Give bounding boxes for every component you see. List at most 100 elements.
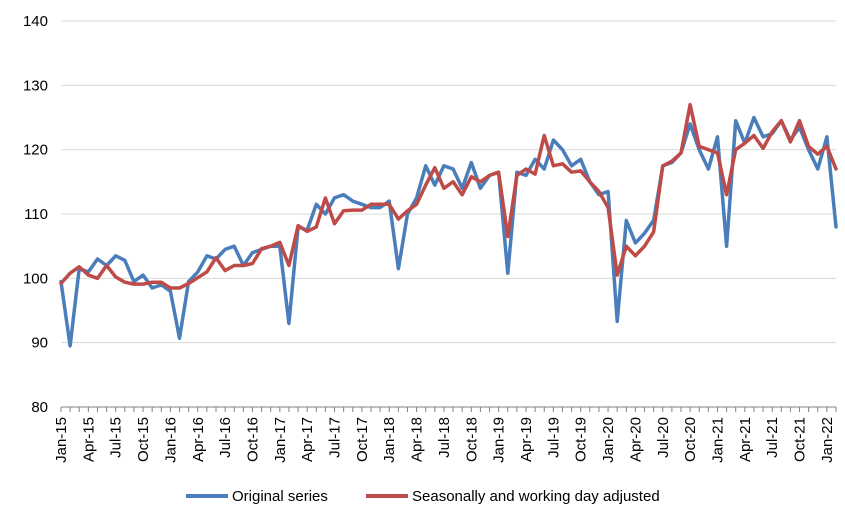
x-axis-ticks: Jan-15 Apr-15 Jul-15 Oct-15 Jan-16 Apr-16 Jul-… (53, 417, 836, 463)
data-point (634, 254, 637, 257)
data-point (707, 148, 710, 151)
x-tick-label: Jan-18 (381, 417, 398, 463)
data-point (470, 161, 473, 164)
data-point (196, 276, 199, 279)
data-point (771, 130, 774, 133)
x-tick-label: Jul-16 (217, 417, 234, 458)
data-point (452, 168, 455, 171)
data-point (306, 230, 309, 233)
x-tick-label: Oct-17 (354, 417, 371, 462)
legend-item: Original series (186, 488, 328, 505)
x-tick-label: Jan-17 (272, 417, 289, 463)
data-point (87, 274, 90, 277)
data-point (297, 224, 300, 227)
series-line (59, 115, 838, 348)
data-point (698, 145, 701, 148)
data-point (525, 174, 528, 177)
data-point (324, 196, 327, 199)
legend-item: Seasonally and working day adjusted (366, 488, 660, 505)
x-tick-label: Apr-19 (518, 417, 535, 462)
data-point (287, 264, 290, 267)
data-point (69, 344, 72, 347)
x-tick-label: Jan-20 (600, 417, 617, 463)
data-point (142, 283, 145, 286)
data-point (835, 168, 838, 171)
data-point (479, 180, 482, 183)
x-tick-label: Apr-15 (80, 417, 97, 462)
data-point (151, 287, 154, 290)
data-point (515, 174, 518, 177)
data-point (406, 209, 409, 212)
data-point (224, 248, 227, 251)
legend-label: Original series (232, 488, 328, 505)
x-tick-label: Apr-20 (627, 417, 644, 462)
data-point (415, 203, 418, 206)
data-point (625, 245, 628, 248)
data-point (570, 164, 573, 167)
data-point (287, 322, 290, 325)
data-point (607, 206, 610, 209)
y-axis-ticks: 80 90 100 110 120 130 140 (23, 13, 48, 416)
data-point (114, 276, 117, 279)
x-tick-label: Oct-21 (792, 417, 809, 462)
data-point (370, 203, 373, 206)
x-tick-label: Jul-15 (108, 417, 125, 458)
data-point (442, 187, 445, 190)
data-point (96, 258, 99, 261)
data-point (825, 145, 828, 148)
data-point (442, 164, 445, 167)
data-point (579, 158, 582, 161)
data-point (60, 282, 63, 285)
data-point (734, 148, 737, 151)
data-point (233, 264, 236, 267)
data-point (752, 116, 755, 119)
data-point (734, 119, 737, 122)
data-point (251, 251, 254, 254)
data-point (652, 231, 655, 234)
data-point (260, 247, 263, 250)
data-point (616, 320, 619, 323)
data-point (752, 134, 755, 137)
data-point (178, 337, 181, 340)
data-point (716, 135, 719, 138)
x-tick-label: Jul-20 (655, 417, 672, 458)
data-point (479, 187, 482, 190)
data-point (424, 164, 427, 167)
data-point (762, 135, 765, 138)
data-point (579, 169, 582, 172)
x-tick-label: Oct-16 (244, 417, 261, 462)
data-point (379, 203, 382, 206)
data-point (360, 209, 363, 212)
x-tick-label: Apr-17 (299, 417, 316, 462)
x-tick-label: Apr-16 (190, 417, 207, 462)
data-point (488, 174, 491, 177)
y-tick-label: 100 (23, 270, 48, 287)
x-tick-label: Oct-20 (682, 417, 699, 462)
data-point (588, 180, 591, 183)
data-point (114, 254, 117, 257)
y-tick-label: 130 (23, 77, 48, 94)
y-tick-label: 110 (24, 206, 48, 223)
axes (60, 406, 837, 412)
data-point (187, 282, 190, 285)
data-point (151, 281, 154, 284)
data-point (333, 196, 336, 199)
series-2 (59, 102, 838, 290)
y-tick-label: 140 (23, 13, 48, 30)
data-point (825, 135, 828, 138)
data-point (342, 209, 345, 212)
data-point (333, 222, 336, 225)
y-tick-label: 90 (31, 335, 48, 352)
data-point (351, 200, 354, 203)
data-point (178, 287, 181, 290)
x-tick-label: Jan-19 (491, 417, 508, 463)
data-point (324, 213, 327, 216)
data-point (269, 245, 272, 248)
data-point (552, 139, 555, 142)
x-tick-label: Apr-21 (737, 417, 754, 462)
data-point (616, 274, 619, 277)
x-tick-label: Jul-21 (764, 417, 781, 458)
data-point (169, 290, 172, 293)
data-point (105, 264, 108, 267)
